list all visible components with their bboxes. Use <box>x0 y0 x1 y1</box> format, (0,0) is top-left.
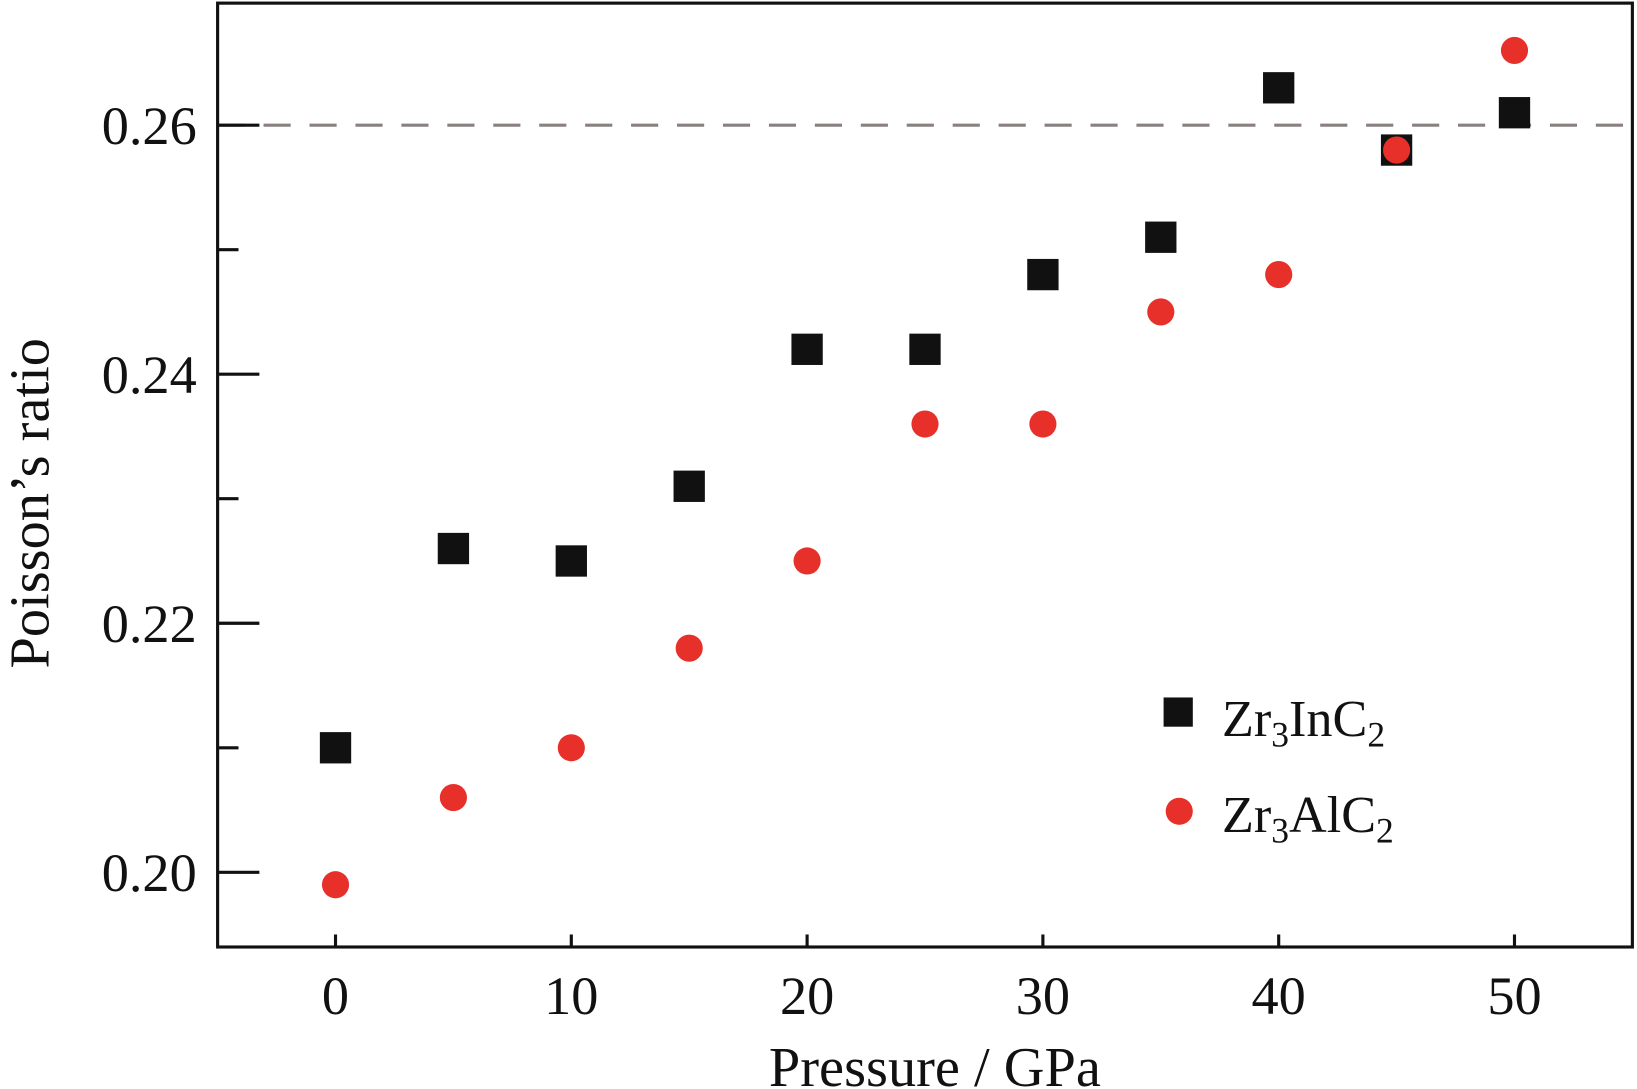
legend-label-zr3alc2: Zr3AlC2 <box>1222 786 1394 850</box>
data-point-zr3alc2 <box>1265 261 1293 289</box>
y-tick-label: 0.20 <box>102 843 197 903</box>
plot-frame <box>216 1 1634 949</box>
data-point-zr3alc2 <box>1029 410 1057 438</box>
data-point-zr3inc2 <box>1027 258 1059 291</box>
y-tick-label: 0.22 <box>102 594 197 654</box>
y-tick-label: 0.24 <box>102 345 197 405</box>
data-point-zr3alc2 <box>321 871 350 899</box>
axis-ticks: 0 10 20 30 40 50 0.20 0.22 0.24 0.26 <box>102 96 1542 1026</box>
data-point-zr3inc2 <box>1263 72 1295 104</box>
data-point-zr3alc2 <box>793 547 821 575</box>
data-point-zr3alc2 <box>439 784 467 812</box>
data-point-zr3alc2 <box>675 634 703 662</box>
legend: Zr3InC2 Zr3AlC2 <box>1163 690 1394 851</box>
data-point-zr3alc2 <box>1500 36 1529 65</box>
x-tick-label: 10 <box>544 966 598 1026</box>
x-tick-label: 50 <box>1487 966 1541 1026</box>
x-tick-label: 0 <box>322 966 349 1026</box>
data-point-zr3inc2 <box>437 532 470 565</box>
data-point-zr3inc2 <box>909 333 941 365</box>
y-axis-label: Poisson’s ratio <box>0 338 61 668</box>
data-point-zr3inc2 <box>791 333 823 365</box>
data-point-zr3inc2 <box>1498 97 1531 129</box>
x-axis-label: Pressure / GPa <box>769 1037 1101 1089</box>
data-point-zr3alc2 <box>1147 298 1175 326</box>
data-point-zr3inc2 <box>1145 221 1177 253</box>
legend-label-zr3inc2: Zr3InC2 <box>1222 690 1385 754</box>
data-point-zr3inc2 <box>555 545 587 577</box>
legend-marker-zr3alc2 <box>1165 797 1193 825</box>
x-tick-label: 30 <box>1016 966 1070 1026</box>
x-tick-label: 40 <box>1252 966 1306 1026</box>
data-point-zr3inc2 <box>673 470 705 502</box>
x-tick-label: 20 <box>780 966 834 1026</box>
data-point-zr3inc2 <box>319 732 352 764</box>
data-point-zr3alc2 <box>1383 136 1411 164</box>
data-marks <box>217 36 1633 899</box>
data-point-zr3alc2 <box>557 734 585 762</box>
data-point-zr3alc2 <box>911 410 939 438</box>
y-tick-label: 0.26 <box>102 96 197 156</box>
legend-marker-zr3inc2 <box>1163 697 1193 727</box>
